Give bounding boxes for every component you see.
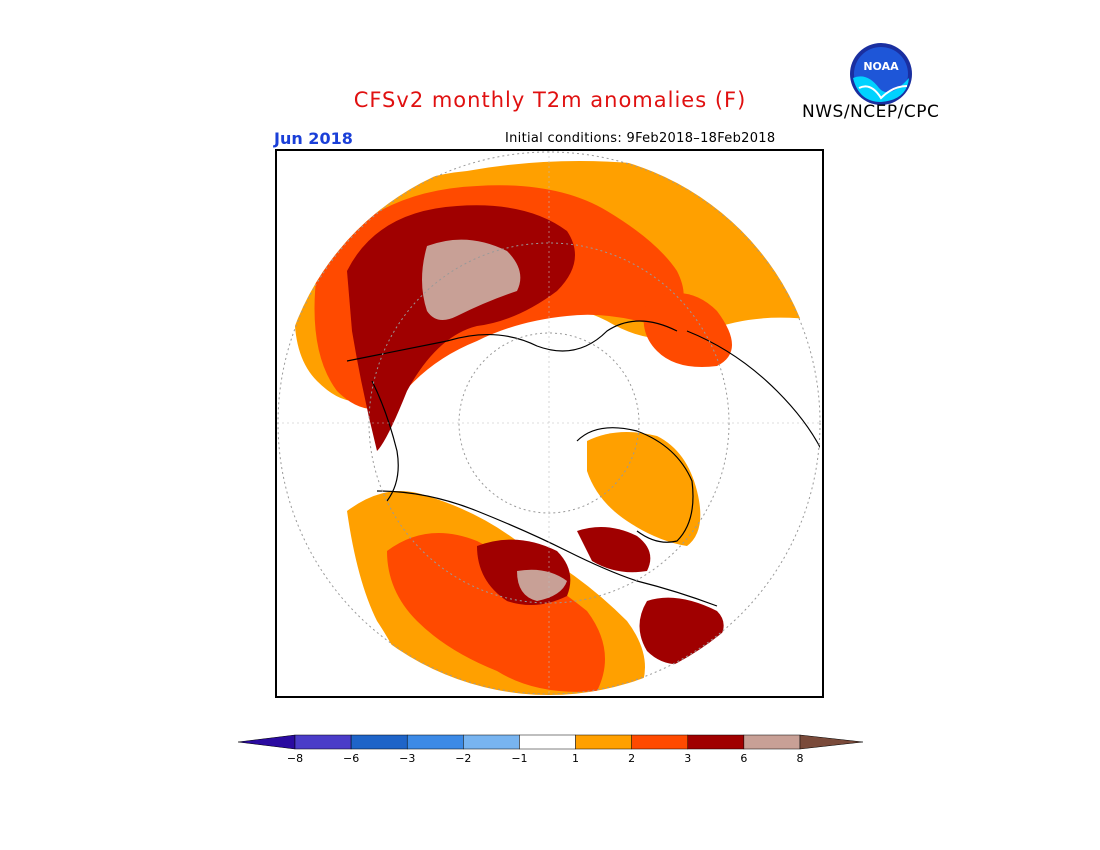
- colorbar-tick-label: 3: [684, 752, 692, 765]
- logo-text: NOAA: [863, 60, 899, 73]
- colorbar-tick-label: 6: [740, 752, 748, 765]
- initial-conditions: Initial conditions: 9Feb2018–18Feb2018: [505, 131, 776, 146]
- colorbar-bin: [519, 734, 576, 750]
- colorbar-tick-label: 2: [628, 752, 636, 765]
- colorbar-arrow-low: [238, 734, 296, 750]
- colorbar-arrow-high: [799, 734, 863, 750]
- colorbar-bin: [350, 734, 408, 750]
- anomaly-region-siberia-orange: [587, 432, 701, 546]
- colorbar-bin: [406, 734, 464, 750]
- colorbar-bin: [575, 734, 632, 750]
- colorbar-bin: [687, 734, 745, 750]
- coastline-greenland: [576, 427, 694, 543]
- anomaly-region-canada-pink: [517, 569, 567, 601]
- colorbar-bin: [294, 734, 352, 750]
- colorbar-tick-label: −6: [343, 752, 360, 765]
- map-title: CFSv2 monthly T2m anomalies (F): [353, 88, 747, 112]
- colorbar-bin: [743, 734, 801, 750]
- anomaly-region-north-america-red: [387, 533, 605, 692]
- coastline-europe: [346, 320, 678, 362]
- coastline-scandinavia: [371, 380, 399, 502]
- colorbar-tick-label: −1: [511, 752, 528, 765]
- colorbar-tick-label: −2: [455, 752, 472, 765]
- colorbar-tick-label: −8: [286, 752, 304, 765]
- anomaly-region-siberia-darkred: [577, 527, 651, 573]
- colorbar-tick-label: 8: [796, 752, 804, 765]
- anomaly-region-east-asia-red: [643, 293, 732, 367]
- colorbar-bin: [463, 734, 520, 750]
- anomaly-region-alaska-darkred: [639, 597, 724, 665]
- coastline-asia: [686, 330, 821, 452]
- coastline-north-america: [376, 490, 718, 607]
- anomaly-region-europe-pink: [422, 239, 521, 320]
- colorbar-tick-labels: −8 −6 −3 −2 −1 1 2 3 6 8: [238, 752, 863, 772]
- colorbar: [238, 734, 863, 750]
- colorbar-tick-label: 1: [572, 752, 580, 765]
- forecast-month: Jun 2018: [274, 129, 353, 148]
- noaa-logo: NOAA: [850, 43, 912, 105]
- polar-map: [277, 151, 822, 696]
- colorbar-tick-label: −3: [399, 752, 416, 765]
- colorbar-bin: [631, 734, 689, 750]
- map-frame: [275, 149, 824, 698]
- agency-label: NWS/NCEP/CPC: [802, 102, 940, 122]
